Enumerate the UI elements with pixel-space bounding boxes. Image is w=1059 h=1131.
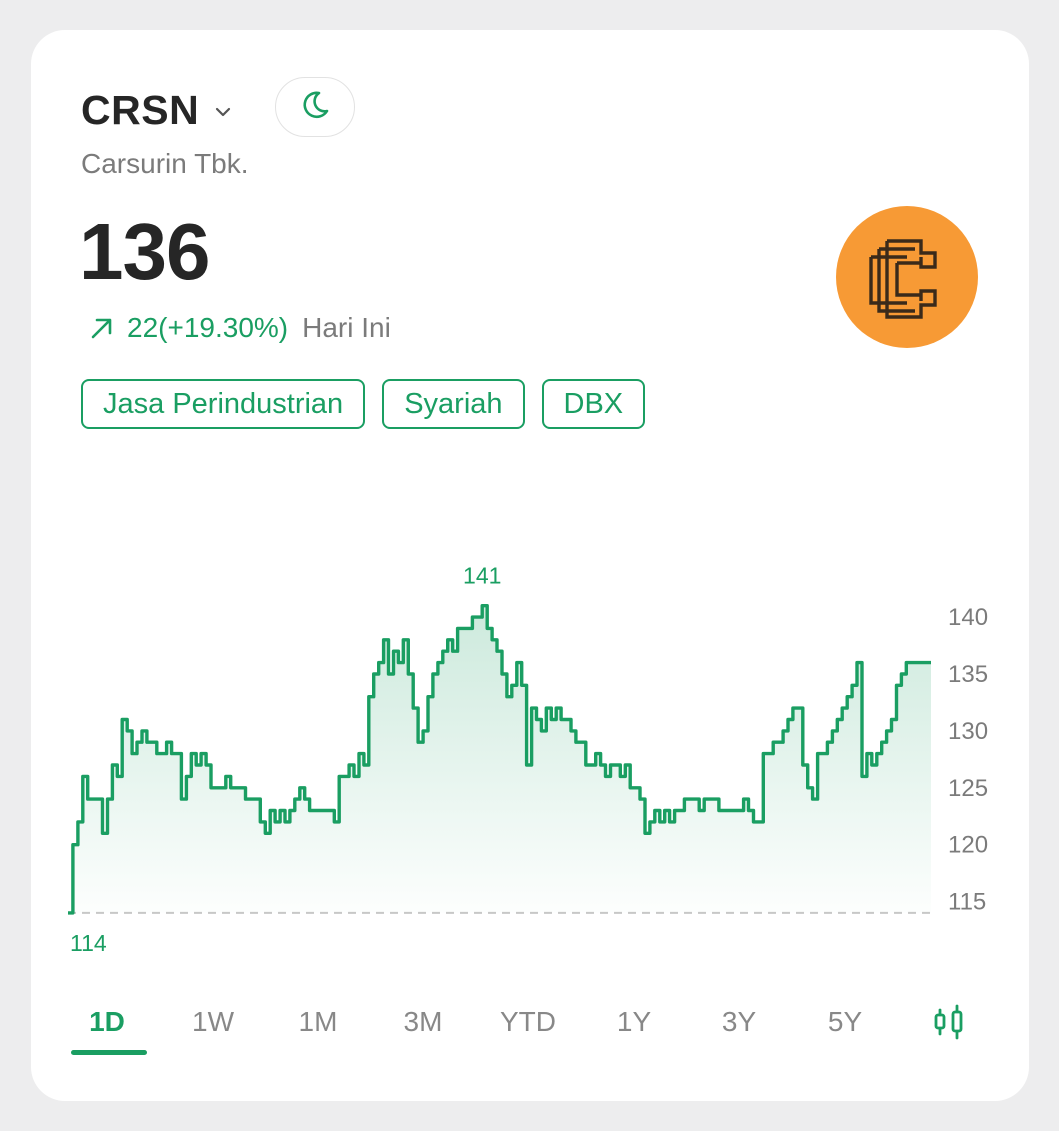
carsurin-logo	[869, 239, 937, 319]
theme-toggle-button[interactable]	[275, 77, 355, 137]
change-value: 22(+19.30%)	[127, 312, 289, 343]
y-tick-label: 125	[948, 775, 988, 802]
company-logo	[836, 206, 978, 348]
stock-card: CRSN Carsurin Tbk. 136 22(+19.30%) Hari …	[31, 30, 1029, 1101]
candlestick-toggle-button[interactable]	[927, 1000, 971, 1044]
y-tick-label: 140	[948, 604, 988, 631]
tab-5y[interactable]: 5Y	[827, 1006, 863, 1037]
low-label: 114	[70, 930, 107, 956]
tag-sector[interactable]: Jasa Perindustrian	[81, 379, 366, 429]
y-tick-label: 115	[948, 889, 986, 916]
tag-board[interactable]: DBX	[541, 379, 646, 429]
tab-3y[interactable]: 3Y	[721, 1006, 757, 1037]
price-area	[68, 605, 931, 913]
tab-1d[interactable]: 1D	[89, 1006, 125, 1037]
tab-1m[interactable]: 1M	[298, 1006, 338, 1037]
candlestick-icon	[934, 1004, 963, 1040]
y-tick-label: 135	[948, 661, 988, 688]
y-axis: 140 135 130 125 120 115	[948, 604, 988, 915]
timeframe-tabs: 1D 1W 1M 3M YTD 1Y 3Y 5Y	[65, 1000, 1015, 1060]
high-label: 141	[463, 563, 501, 589]
chevron-down-icon	[213, 102, 233, 122]
ticker-symbol: CRSN	[81, 86, 200, 133]
tag-syariah[interactable]: Syariah	[382, 379, 525, 429]
y-tick-label: 130	[948, 718, 988, 745]
price-line	[68, 604, 931, 915]
tab-1y[interactable]: 1Y	[616, 1006, 652, 1037]
active-tab-indicator	[71, 1050, 147, 1055]
current-price: 136	[79, 207, 210, 296]
price-chart[interactable]: 141 114 140 135 130 125 120 115	[31, 500, 1029, 960]
arrow-up-right-icon	[87, 313, 117, 343]
tab-1w[interactable]: 1W	[192, 1006, 234, 1037]
tag-list: Jasa Perindustrian Syariah DBX	[81, 379, 646, 429]
moon-icon	[297, 87, 333, 128]
change-period: Hari Ini	[302, 312, 391, 343]
company-name: Carsurin Tbk.	[81, 148, 249, 179]
y-tick-label: 120	[948, 832, 988, 859]
tab-ytd[interactable]: YTD	[500, 1006, 556, 1037]
tab-3m[interactable]: 3M	[403, 1006, 443, 1037]
price-change: 22(+19.30%) Hari Ini	[87, 312, 391, 344]
ticker-selector[interactable]: CRSN	[81, 82, 233, 138]
